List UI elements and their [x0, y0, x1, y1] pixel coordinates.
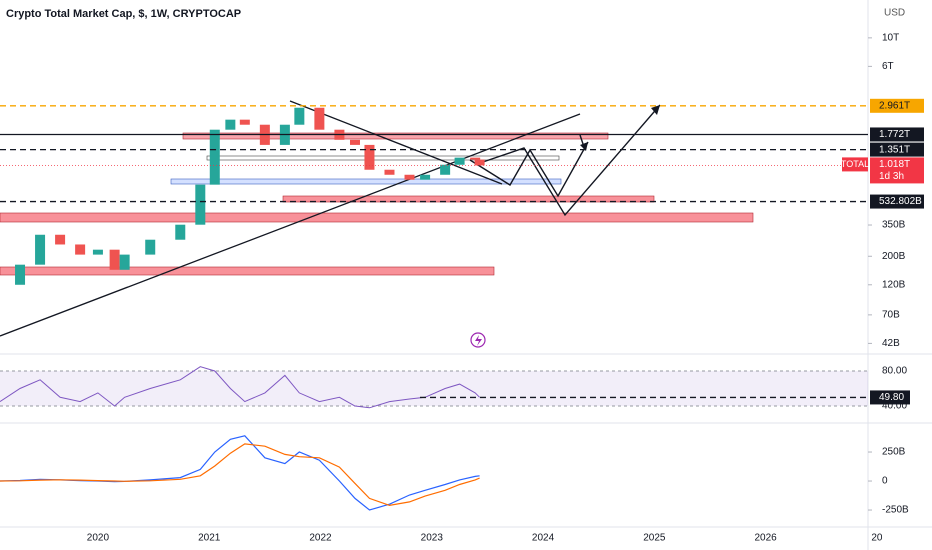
y-tick-label: 6T — [882, 61, 894, 72]
candle — [145, 239, 156, 255]
zone — [282, 195, 655, 203]
y-tick-label: 0 — [882, 476, 888, 487]
y-tick-label: 70B — [882, 310, 900, 321]
symbol-label: TOTAL — [841, 159, 869, 169]
price-tag-label: 2.961T — [879, 100, 910, 111]
price-tag — [870, 142, 924, 157]
candle — [404, 174, 415, 180]
y-tick-label: 40.00 — [882, 401, 907, 412]
y-tick-label: -250B — [882, 505, 909, 516]
candle — [384, 169, 395, 175]
candle — [175, 224, 186, 240]
candle — [349, 139, 360, 145]
price-tag-label: 1.772T — [879, 129, 910, 140]
x-tick-label: 20 — [871, 533, 883, 544]
zone — [206, 155, 560, 161]
zone — [182, 132, 609, 140]
candle — [15, 264, 26, 285]
x-tick-label: 2024 — [532, 533, 555, 544]
projection-path — [579, 134, 586, 151]
zone — [0, 212, 754, 223]
rsi-band — [0, 371, 868, 407]
y-tick-label: 200B — [882, 251, 906, 262]
chart-title: Crypto Total Market Cap, $, 1W, CRYPTOCA… — [6, 8, 241, 20]
price-tag — [870, 390, 910, 405]
zone — [0, 266, 495, 276]
symbol-tag — [842, 157, 868, 172]
candle — [92, 249, 103, 255]
x-tick-label: 2022 — [309, 533, 332, 544]
candle — [364, 144, 375, 170]
y-tick-label: 350B — [882, 220, 906, 231]
y-tick-label: 42B — [882, 338, 900, 349]
price-tag-label: 532.802B — [879, 196, 922, 207]
price-tag — [870, 127, 924, 142]
axis-unit: USD — [884, 8, 905, 19]
price-tag — [870, 194, 924, 209]
alert-icon[interactable] — [475, 335, 482, 346]
candle — [119, 254, 130, 270]
projection-path — [479, 104, 661, 217]
price-tag-label: 49.80 — [879, 392, 904, 403]
alert-icon[interactable] — [470, 332, 486, 348]
last-price-tag — [870, 157, 924, 184]
candle — [470, 157, 481, 160]
candle — [109, 249, 120, 270]
arrow-head — [651, 105, 660, 115]
trendline — [289, 100, 503, 185]
x-tick-label: 2025 — [643, 533, 666, 544]
x-tick-label: 2020 — [87, 533, 110, 544]
candle — [55, 234, 66, 245]
candle — [420, 174, 431, 180]
rsi-line — [0, 366, 480, 409]
price-tag — [870, 98, 924, 113]
y-tick-label: 80.00 — [882, 366, 907, 377]
candle — [209, 129, 220, 185]
y-tick-label: 250B — [882, 447, 906, 458]
x-tick-label: 2021 — [198, 533, 221, 544]
y-tick-label: 120B — [882, 279, 906, 290]
drawings — [0, 100, 754, 348]
candle — [75, 244, 86, 255]
candle — [225, 119, 236, 130]
candle — [440, 164, 451, 175]
candle — [454, 157, 465, 165]
x-tick-label: 2026 — [754, 533, 777, 544]
candle — [474, 159, 485, 166]
price-tag-label: 1.351T — [879, 144, 910, 155]
candle — [239, 119, 250, 125]
candle — [35, 234, 46, 265]
zone — [170, 178, 562, 185]
y-tick-label: 10T — [882, 32, 899, 43]
x-tick-label: 2023 — [421, 533, 444, 544]
candle — [314, 107, 325, 130]
last-price-label: 1.018T — [879, 159, 910, 170]
macd-line — [0, 443, 480, 507]
trendline — [0, 113, 581, 337]
candle — [294, 107, 305, 125]
candle — [195, 184, 206, 225]
countdown-label: 1d 3h — [879, 171, 904, 182]
